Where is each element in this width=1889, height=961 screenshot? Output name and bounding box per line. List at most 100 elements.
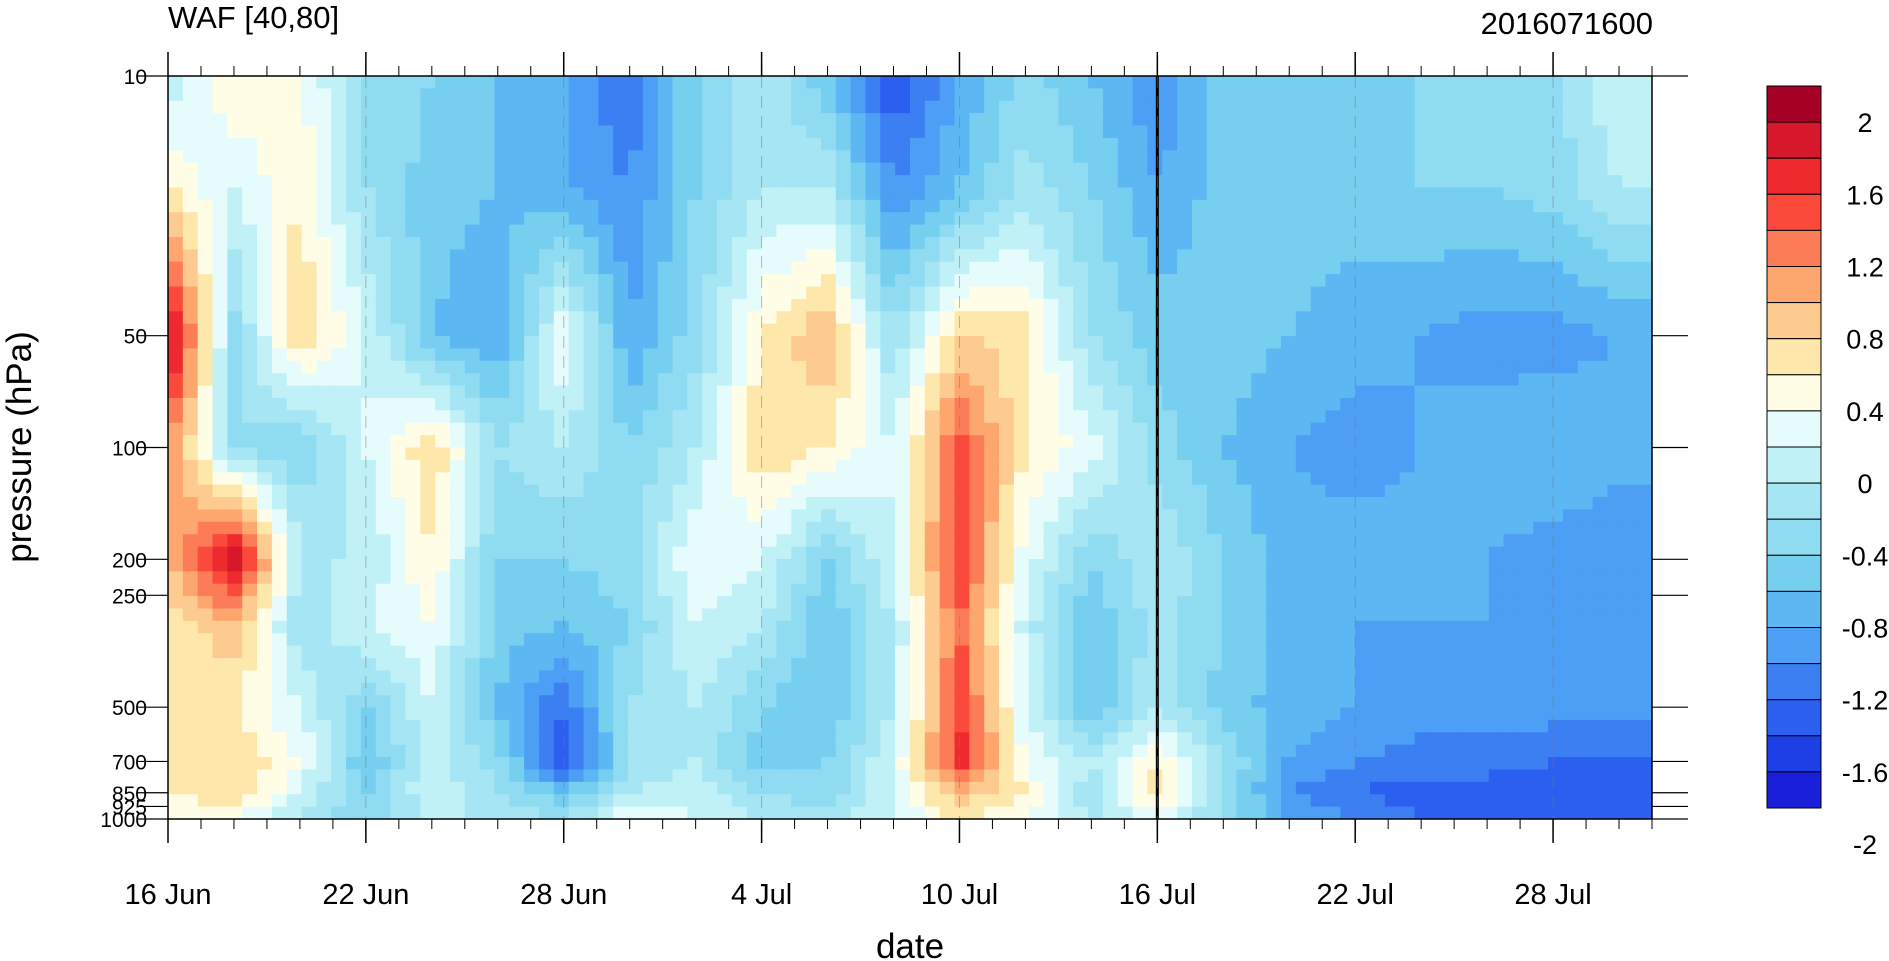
heatmap-cell <box>553 459 570 473</box>
heatmap-cell <box>806 348 822 362</box>
heatmap-cell <box>1236 385 1252 399</box>
heatmap-cell <box>509 187 525 201</box>
heatmap-cell <box>568 360 585 374</box>
heatmap-cell <box>1221 682 1238 696</box>
heatmap-cell <box>212 360 228 374</box>
heatmap-cell <box>1503 360 1520 374</box>
heatmap-cell <box>687 435 703 449</box>
heatmap-cell <box>1429 497 1445 511</box>
heatmap-cell <box>1503 137 1520 151</box>
heatmap-cell <box>346 596 362 610</box>
heatmap-cell <box>1399 286 1416 300</box>
heatmap-cell <box>731 546 748 560</box>
heatmap-cell <box>227 125 243 139</box>
heatmap-cell <box>1028 459 1045 473</box>
heatmap-cell <box>954 274 970 288</box>
heatmap-cell <box>1414 348 1430 362</box>
heatmap-cell <box>405 509 421 523</box>
heatmap-cell <box>509 682 525 696</box>
heatmap-cell <box>835 137 852 151</box>
heatmap-cell <box>746 249 763 263</box>
heatmap-cell <box>746 509 763 523</box>
heatmap-cell <box>1622 199 1638 213</box>
heatmap-cell <box>316 497 332 511</box>
heatmap-cell <box>776 336 792 350</box>
heatmap-cell <box>568 162 585 176</box>
heatmap-cell <box>746 212 763 226</box>
heatmap-cell <box>1251 113 1267 127</box>
heatmap-cell <box>1295 497 1312 511</box>
heatmap-cell <box>1340 385 1356 399</box>
heatmap-cell <box>479 596 496 610</box>
heatmap-cell <box>1295 199 1312 213</box>
heatmap-cell <box>182 633 199 647</box>
heatmap-cell <box>1488 509 1505 523</box>
heatmap-cell <box>1043 521 1059 535</box>
heatmap-cell <box>969 249 985 263</box>
heatmap-cell <box>895 472 911 486</box>
heatmap-cell <box>197 670 214 684</box>
heatmap-cell <box>1340 100 1356 114</box>
heatmap-cell <box>1384 447 1401 461</box>
heatmap-cell <box>1592 583 1609 597</box>
heatmap-cell <box>687 596 703 610</box>
heatmap-cell <box>464 162 481 176</box>
heatmap-cell <box>286 323 303 337</box>
heatmap-cell <box>271 249 288 263</box>
heatmap-cell <box>182 323 199 337</box>
heatmap-cell <box>850 249 867 263</box>
heatmap-cell <box>761 249 778 263</box>
heatmap-cell <box>1147 224 1163 238</box>
heatmap-cell <box>1177 360 1193 374</box>
heatmap-cell <box>1236 137 1252 151</box>
heatmap-cell <box>583 435 599 449</box>
heatmap-cell <box>331 422 347 436</box>
heatmap-cell <box>1577 571 1594 585</box>
heatmap-cell <box>479 348 496 362</box>
heatmap-cell <box>212 410 228 424</box>
heatmap-cell <box>1132 410 1149 424</box>
heatmap-cell <box>939 620 956 634</box>
heatmap-cell <box>1384 459 1401 473</box>
heatmap-cell <box>390 175 407 189</box>
heatmap-cell <box>642 583 659 597</box>
heatmap-cell <box>969 199 985 213</box>
heatmap-cell <box>702 236 718 250</box>
heatmap-cell <box>1459 373 1475 387</box>
heatmap-cell <box>1370 422 1386 436</box>
heatmap-cell <box>553 311 570 325</box>
heatmap-cell <box>509 509 525 523</box>
heatmap-cell <box>1562 100 1579 114</box>
heatmap-cell <box>182 100 199 114</box>
heatmap-cell <box>954 521 970 535</box>
heatmap-cell <box>1384 336 1401 350</box>
heatmap-cell <box>1444 150 1460 164</box>
heatmap-cell <box>895 360 911 374</box>
heatmap-cell <box>1162 88 1178 102</box>
heatmap-cell <box>1355 175 1371 189</box>
heatmap-cell <box>1028 137 1045 151</box>
heatmap-cell <box>1503 645 1520 659</box>
heatmap-cell <box>939 199 956 213</box>
heatmap-cell <box>464 608 481 622</box>
heatmap-cell <box>1236 682 1252 696</box>
heatmap-cell <box>1013 645 1030 659</box>
heatmap-cell <box>1117 336 1134 350</box>
heatmap-cell <box>835 645 852 659</box>
heatmap-cell <box>1340 472 1356 486</box>
heatmap-cell <box>1310 534 1327 548</box>
heatmap-cell <box>1399 100 1416 114</box>
heatmap-cell <box>375 323 392 337</box>
heatmap-cell <box>717 113 733 127</box>
heatmap-cell <box>583 236 599 250</box>
heatmap-cell <box>360 571 377 585</box>
heatmap-cell <box>1236 249 1252 263</box>
heatmap-cell <box>850 236 867 250</box>
heatmap-cell <box>835 596 852 610</box>
heatmap-cell <box>1206 187 1223 201</box>
heatmap-cell <box>820 447 837 461</box>
heatmap-cell <box>1637 224 1652 238</box>
heatmap-cell <box>1399 360 1416 374</box>
heatmap-cell <box>717 435 733 449</box>
heatmap-cell <box>1355 472 1371 486</box>
